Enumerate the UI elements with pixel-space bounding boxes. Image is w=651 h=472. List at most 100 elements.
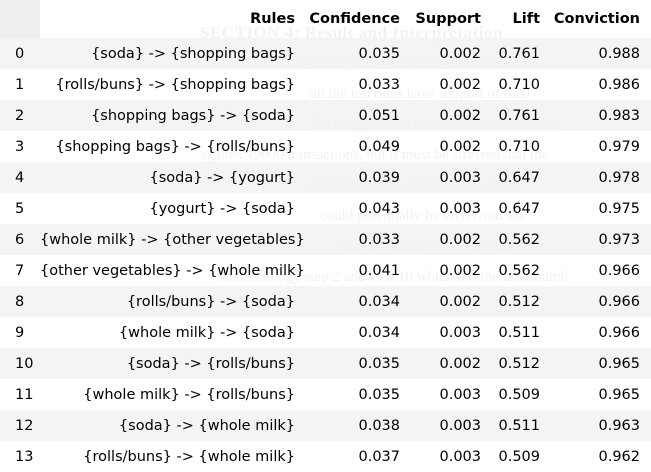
row-index: 6 <box>15 231 25 248</box>
support-cell: 0.002 <box>439 355 481 372</box>
rules-column-header: Rules <box>40 0 306 38</box>
conviction-cell: 0.963 <box>598 417 640 434</box>
lift-cell: 0.509 <box>498 448 540 465</box>
lift-cell: 0.647 <box>498 169 540 186</box>
row-index: 10 <box>15 355 34 372</box>
conviction-cell: 0.988 <box>598 45 640 62</box>
conviction-cell: 0.975 <box>598 200 640 217</box>
rule-cell: {soda} -> {rolls/buns} <box>126 355 295 372</box>
confidence-cell: 0.034 <box>358 293 400 310</box>
confidence-cell: 0.037 <box>358 448 400 465</box>
rule-cell: {rolls/buns} -> {whole milk} <box>83 448 295 465</box>
support-cell: 0.002 <box>439 293 481 310</box>
confidence-cell: 0.041 <box>358 262 400 279</box>
conviction-cell: 0.965 <box>598 386 640 403</box>
support-cell: 0.003 <box>439 169 481 186</box>
row-index: 13 <box>15 448 34 465</box>
conviction-cell: 0.962 <box>598 448 640 465</box>
row-index: 12 <box>15 417 34 434</box>
table-row: 11 {whole milk} -> {rolls/buns} 0.035 0.003… <box>0 379 651 410</box>
support-cell: 0.003 <box>439 417 481 434</box>
support-cell: 0.003 <box>439 324 481 341</box>
support-column-header: Support <box>411 0 492 38</box>
rule-cell: {rolls/buns} -> {shopping bags} <box>55 76 295 93</box>
conviction-cell: 0.979 <box>598 138 640 155</box>
confidence-column-header: Confidence <box>306 0 411 38</box>
conviction-cell: 0.965 <box>598 355 640 372</box>
row-index: 9 <box>15 324 25 341</box>
row-index: 4 <box>15 169 25 186</box>
support-cell: 0.002 <box>439 262 481 279</box>
rule-cell: {soda} -> {shopping bags} <box>91 45 295 62</box>
conviction-cell: 0.986 <box>598 76 640 93</box>
row-index: 2 <box>15 107 25 124</box>
lift-column-header: Lift <box>492 0 551 38</box>
lift-cell: 0.562 <box>498 231 540 248</box>
row-index: 1 <box>15 76 25 93</box>
lift-cell: 0.562 <box>498 262 540 279</box>
rule-cell: {shopping bags} -> {rolls/buns} <box>55 138 295 155</box>
support-cell: 0.002 <box>439 76 481 93</box>
conviction-cell: 0.978 <box>598 169 640 186</box>
rule-cell: {yogurt} -> {soda} <box>149 200 295 217</box>
table-row: 7 {other vegetables} -> {whole milk} 0.041… <box>0 255 651 286</box>
conviction-cell: 0.966 <box>598 324 640 341</box>
row-index: 7 <box>15 262 25 279</box>
table-row: 1 {rolls/buns} -> {shopping bags} 0.033 0.0… <box>0 69 651 100</box>
confidence-cell: 0.035 <box>358 355 400 372</box>
rule-cell: {shopping bags} -> {soda} <box>91 107 295 124</box>
rule-cell: {whole milk} -> {soda} <box>118 324 295 341</box>
table-row: 5 {yogurt} -> {soda} 0.043 0.003 0.647 0.975 <box>0 193 651 224</box>
table-row: 9 {whole milk} -> {soda} 0.034 0.003 0.511 0.… <box>0 317 651 348</box>
table-row: 3 {shopping bags} -> {rolls/buns} 0.049 0.0… <box>0 131 651 162</box>
confidence-cell: 0.038 <box>358 417 400 434</box>
confidence-cell: 0.034 <box>358 324 400 341</box>
support-cell: 0.002 <box>439 45 481 62</box>
lift-cell: 0.761 <box>498 107 540 124</box>
conviction-cell: 0.983 <box>598 107 640 124</box>
table-row: 13 {rolls/buns} -> {whole milk} 0.037 0.003… <box>0 441 651 472</box>
rule-cell: {soda} -> {whole milk} <box>118 417 295 434</box>
conviction-cell: 0.966 <box>598 262 640 279</box>
conviction-column-header: Conviction <box>551 0 651 38</box>
row-index: 5 <box>15 200 25 217</box>
table-row: 4 {soda} -> {yogurt} 0.039 0.003 0.647 0.978 <box>0 162 651 193</box>
table-header-row: Rules Confidence Support Lift Conviction <box>0 0 651 38</box>
table-row: 12 {soda} -> {whole milk} 0.038 0.003 0.511 0… <box>0 410 651 441</box>
lift-cell: 0.511 <box>498 417 540 434</box>
lift-cell: 0.512 <box>498 355 540 372</box>
index-header <box>0 0 40 38</box>
support-cell: 0.002 <box>439 231 481 248</box>
rule-cell: {soda} -> {yogurt} <box>149 169 295 186</box>
rule-cell: {whole milk} -> {rolls/buns} <box>83 386 295 403</box>
confidence-cell: 0.043 <box>358 200 400 217</box>
table-row: 10 {soda} -> {rolls/buns} 0.035 0.002 0.512 0… <box>0 348 651 379</box>
table-row: 8 {rolls/buns} -> {soda} 0.034 0.002 0.512 0.… <box>0 286 651 317</box>
table-row: 6 {whole milk} -> {other vegetables} 0.033… <box>0 224 651 255</box>
lift-cell: 0.710 <box>498 138 540 155</box>
rule-cell: {whole milk} -> {other vegetables} <box>40 231 305 248</box>
lift-cell: 0.512 <box>498 293 540 310</box>
support-cell: 0.002 <box>439 138 481 155</box>
rule-cell: {other vegetables} -> {whole milk} <box>40 262 305 279</box>
table-row: 0 {soda} -> {shopping bags} 0.035 0.002 0.76… <box>0 38 651 69</box>
row-index: 3 <box>15 138 25 155</box>
lift-cell: 0.509 <box>498 386 540 403</box>
confidence-cell: 0.049 <box>358 138 400 155</box>
row-index: 8 <box>15 293 25 310</box>
support-cell: 0.003 <box>439 448 481 465</box>
confidence-cell: 0.033 <box>358 231 400 248</box>
confidence-cell: 0.035 <box>358 45 400 62</box>
confidence-cell: 0.033 <box>358 76 400 93</box>
rule-cell: {rolls/buns} -> {soda} <box>126 293 295 310</box>
confidence-cell: 0.051 <box>358 107 400 124</box>
support-cell: 0.002 <box>439 107 481 124</box>
confidence-cell: 0.035 <box>358 386 400 403</box>
support-cell: 0.003 <box>439 200 481 217</box>
confidence-cell: 0.039 <box>358 169 400 186</box>
row-index: 11 <box>15 386 34 403</box>
lift-cell: 0.761 <box>498 45 540 62</box>
conviction-cell: 0.966 <box>598 293 640 310</box>
lift-cell: 0.647 <box>498 200 540 217</box>
